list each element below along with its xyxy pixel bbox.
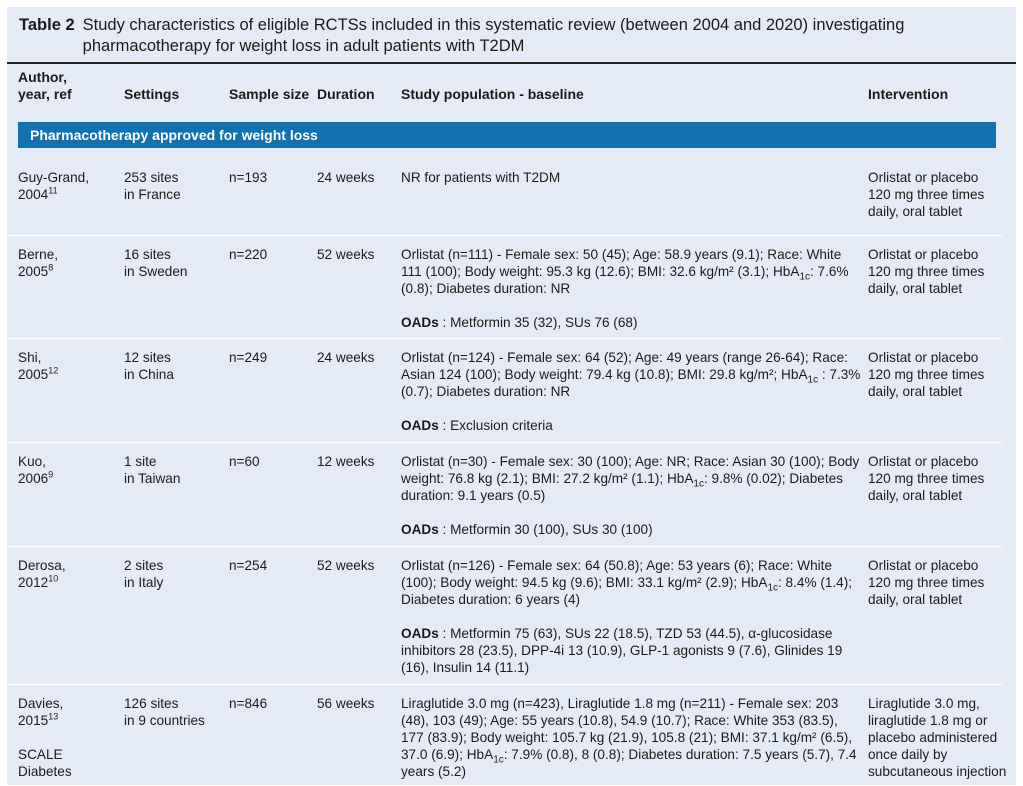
sample-size-cell: n=60 bbox=[229, 454, 260, 469]
population-cell: Orlistat (n=124) - Female sex: 64 (52); … bbox=[401, 349, 863, 434]
header-duration: Duration bbox=[317, 86, 375, 102]
table-caption: Table 2 Study characteristics of eligibl… bbox=[19, 15, 1009, 57]
author-cell: Derosa, 201210 bbox=[18, 558, 66, 590]
header-rule bbox=[7, 62, 1016, 64]
table-row: Guy-Grand, 200411 253 sites in France n=193 2… bbox=[7, 157, 1002, 236]
header-intervention: Intervention bbox=[868, 86, 949, 102]
table-row: Shi, 200512 12 sites in China n=249 24 weeks O… bbox=[7, 339, 1002, 443]
sample-size-cell: n=846 bbox=[229, 696, 268, 711]
population-cell: Liraglutide 3.0 mg (n=423), Liraglutide … bbox=[401, 695, 863, 780]
population-paragraph: Orlistat (n=111) - Female sex: 50 (45); … bbox=[401, 247, 849, 296]
intervention-cell: Orlistat or placebo 120 mg three times dai… bbox=[868, 350, 985, 399]
reference-number: 11 bbox=[48, 185, 58, 196]
author-cell: Shi, 200512 bbox=[18, 350, 59, 382]
author-cell: Kuo, 20069 bbox=[18, 454, 54, 486]
population-paragraph: NR for patients with T2DM bbox=[401, 170, 561, 185]
settings-cell: 253 sites in France bbox=[124, 170, 181, 202]
table-body: Guy-Grand, 200411 253 sites in France n=193 2… bbox=[7, 157, 1016, 786]
table-panel: Table 2 Study characteristics of eligibl… bbox=[7, 7, 1016, 786]
population-paragraph: OADs : Metformin 30 (100), SUs 30 (100) bbox=[401, 522, 653, 537]
intervention-cell: Orlistat or placebo 120 mg three times dai… bbox=[868, 558, 985, 607]
header-author-line1: Author, bbox=[18, 69, 67, 85]
settings-cell: 126 sites in 9 countries bbox=[124, 696, 205, 728]
duration-cell: 52 weeks bbox=[317, 558, 375, 573]
settings-cell: 16 sites in Sweden bbox=[124, 247, 188, 279]
duration-cell: 12 weeks bbox=[317, 454, 375, 469]
author-cell: Davies, 201513 SCALE Diabetes bbox=[18, 695, 118, 780]
author-cell: Berne, 20058 bbox=[18, 247, 59, 279]
reference-number: 8 bbox=[48, 262, 54, 273]
reference-number: 10 bbox=[48, 573, 59, 584]
header-settings: Settings bbox=[124, 86, 180, 102]
population-cell: Orlistat (n=126) - Female sex: 64 (50.8)… bbox=[401, 557, 863, 676]
settings-cell: 2 sites in Italy bbox=[124, 558, 164, 590]
study-name: SCALE Diabetes bbox=[18, 747, 72, 779]
duration-cell: 24 weeks bbox=[317, 350, 375, 365]
reference-number: 12 bbox=[48, 365, 59, 376]
sample-size-cell: n=254 bbox=[229, 558, 268, 573]
sample-size-cell: n=193 bbox=[229, 170, 268, 185]
reference-number: 9 bbox=[48, 469, 54, 480]
table-label: Table 2 bbox=[19, 16, 75, 34]
duration-cell: 52 weeks bbox=[317, 247, 375, 262]
population-cell: Orlistat (n=111) - Female sex: 50 (45); … bbox=[401, 246, 863, 331]
reference-number: 13 bbox=[48, 711, 59, 722]
settings-cell: 12 sites in China bbox=[124, 350, 174, 382]
population-paragraph: Orlistat (n=30) - Female sex: 30 (100); … bbox=[401, 454, 860, 503]
population-paragraph: Liraglutide 3.0 mg (n=423), Liraglutide … bbox=[401, 696, 857, 779]
oads-label: OADs bbox=[401, 418, 439, 433]
header-population: Study population - baseline bbox=[401, 86, 584, 102]
sample-size-cell: n=220 bbox=[229, 247, 268, 262]
oads-label: OADs bbox=[401, 626, 439, 641]
oads-label: OADs bbox=[401, 522, 439, 537]
sample-size-cell: n=249 bbox=[229, 350, 268, 365]
duration-cell: 56 weeks bbox=[317, 696, 375, 711]
header-sample-size: Sample size bbox=[229, 86, 310, 102]
table-row: Berne, 20058 16 sites in Sweden n=220 52 week… bbox=[7, 236, 1002, 339]
intervention-cell: Orlistat or placebo 120 mg three times dai… bbox=[868, 170, 985, 219]
intervention-cell: Liraglutide 3.0 mg, liraglutide 1.8 mg or… bbox=[868, 696, 1007, 779]
population-cell: NR for patients with T2DM bbox=[401, 169, 863, 186]
intervention-cell: Orlistat or placebo 120 mg three times dai… bbox=[868, 454, 985, 503]
header-author: Author, year, ref bbox=[18, 69, 72, 103]
population-paragraph: OADs : Metformin 75 (63), SUs 22 (18.5),… bbox=[401, 626, 843, 675]
population-paragraph: Orlistat (n=126) - Female sex: 64 (50.8)… bbox=[401, 558, 853, 607]
population-paragraph: Orlistat (n=124) - Female sex: 64 (52); … bbox=[401, 350, 861, 399]
author-cell: Guy-Grand, 200411 bbox=[18, 170, 90, 202]
duration-cell: 24 weeks bbox=[317, 170, 375, 185]
table-row: Davies, 201513 SCALE Diabetes 126 sites in 9… bbox=[7, 685, 1006, 786]
population-paragraph: OADs : Exclusion criteria bbox=[401, 418, 553, 433]
header-author-line2: year, ref bbox=[18, 86, 72, 102]
table-row: Kuo, 20069 1 site in Taiwan n=60 12 weeks Orli… bbox=[7, 443, 1002, 547]
table-caption-text: Study characteristics of eligible RCTSs … bbox=[82, 16, 905, 55]
population-paragraph: OADs : Metformin 35 (32), SUs 76 (68) bbox=[401, 315, 638, 330]
intervention-cell: Orlistat or placebo 120 mg three times dai… bbox=[868, 247, 985, 296]
settings-cell: 1 site in Taiwan bbox=[124, 454, 181, 486]
section-header: Pharmacotherapy approved for weight loss bbox=[18, 122, 996, 148]
table-row: Derosa, 201210 2 sites in Italy n=254 52 week… bbox=[7, 547, 1002, 685]
oads-label: OADs bbox=[401, 315, 439, 330]
population-cell: Orlistat (n=30) - Female sex: 30 (100); … bbox=[401, 453, 863, 538]
